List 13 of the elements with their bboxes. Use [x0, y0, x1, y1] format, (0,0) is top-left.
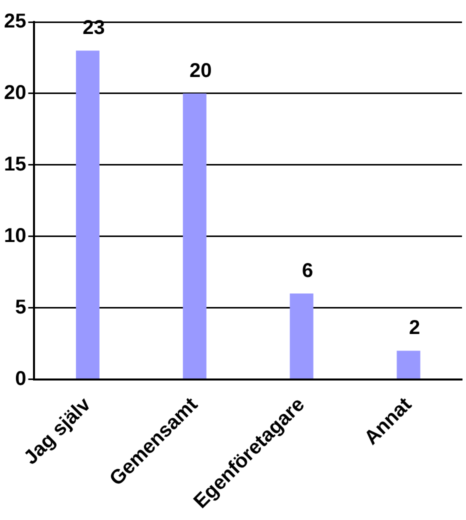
- data-label: 6: [302, 260, 314, 282]
- bar: [396, 350, 420, 379]
- bar: [290, 294, 314, 379]
- data-label: 20: [190, 60, 212, 82]
- y-tick-label: 5: [15, 296, 26, 318]
- y-tick-label: 20: [4, 82, 26, 104]
- y-tick-label: 25: [4, 10, 26, 33]
- bar: [76, 50, 100, 379]
- y-tick-label: 10: [4, 224, 26, 247]
- bar: [182, 93, 206, 379]
- y-tick-label: 15: [4, 153, 26, 176]
- y-tick-label: 0: [15, 368, 26, 390]
- data-label: 2: [408, 317, 420, 340]
